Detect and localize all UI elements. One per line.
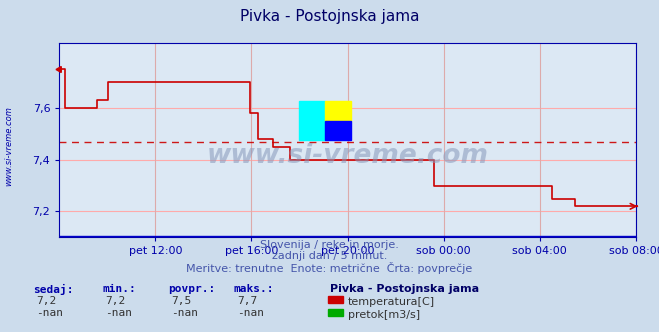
Bar <box>325 102 351 121</box>
Text: -nan: -nan <box>237 308 264 318</box>
Text: 7,5: 7,5 <box>171 296 192 306</box>
Bar <box>328 309 343 316</box>
Text: www.si-vreme.com: www.si-vreme.com <box>4 106 13 186</box>
Text: Pivka - Postojnska jama: Pivka - Postojnska jama <box>240 9 419 24</box>
Text: zadnji dan / 5 minut.: zadnji dan / 5 minut. <box>272 251 387 261</box>
Text: 7,7: 7,7 <box>237 296 258 306</box>
Text: Slovenija / reke in morje.: Slovenija / reke in morje. <box>260 240 399 250</box>
Text: povpr.:: povpr.: <box>168 284 215 294</box>
Text: -nan: -nan <box>105 308 132 318</box>
Text: Meritve: trenutne  Enote: metrične  Črta: povprečje: Meritve: trenutne Enote: metrične Črta: … <box>186 262 473 274</box>
Text: -nan: -nan <box>171 308 198 318</box>
Text: -nan: -nan <box>36 308 63 318</box>
Text: Pivka - Postojnska jama: Pivka - Postojnska jama <box>330 284 478 294</box>
Bar <box>325 121 351 140</box>
Text: temperatura[C]: temperatura[C] <box>348 297 435 307</box>
Text: 7,2: 7,2 <box>36 296 57 306</box>
Text: min.:: min.: <box>102 284 136 294</box>
Bar <box>299 102 325 140</box>
Text: sedaj:: sedaj: <box>33 284 73 295</box>
Text: pretok[m3/s]: pretok[m3/s] <box>348 310 420 320</box>
Text: 7,2: 7,2 <box>105 296 126 306</box>
Bar <box>328 296 343 303</box>
Text: maks.:: maks.: <box>234 284 274 294</box>
Text: www.si-vreme.com: www.si-vreme.com <box>207 143 488 169</box>
